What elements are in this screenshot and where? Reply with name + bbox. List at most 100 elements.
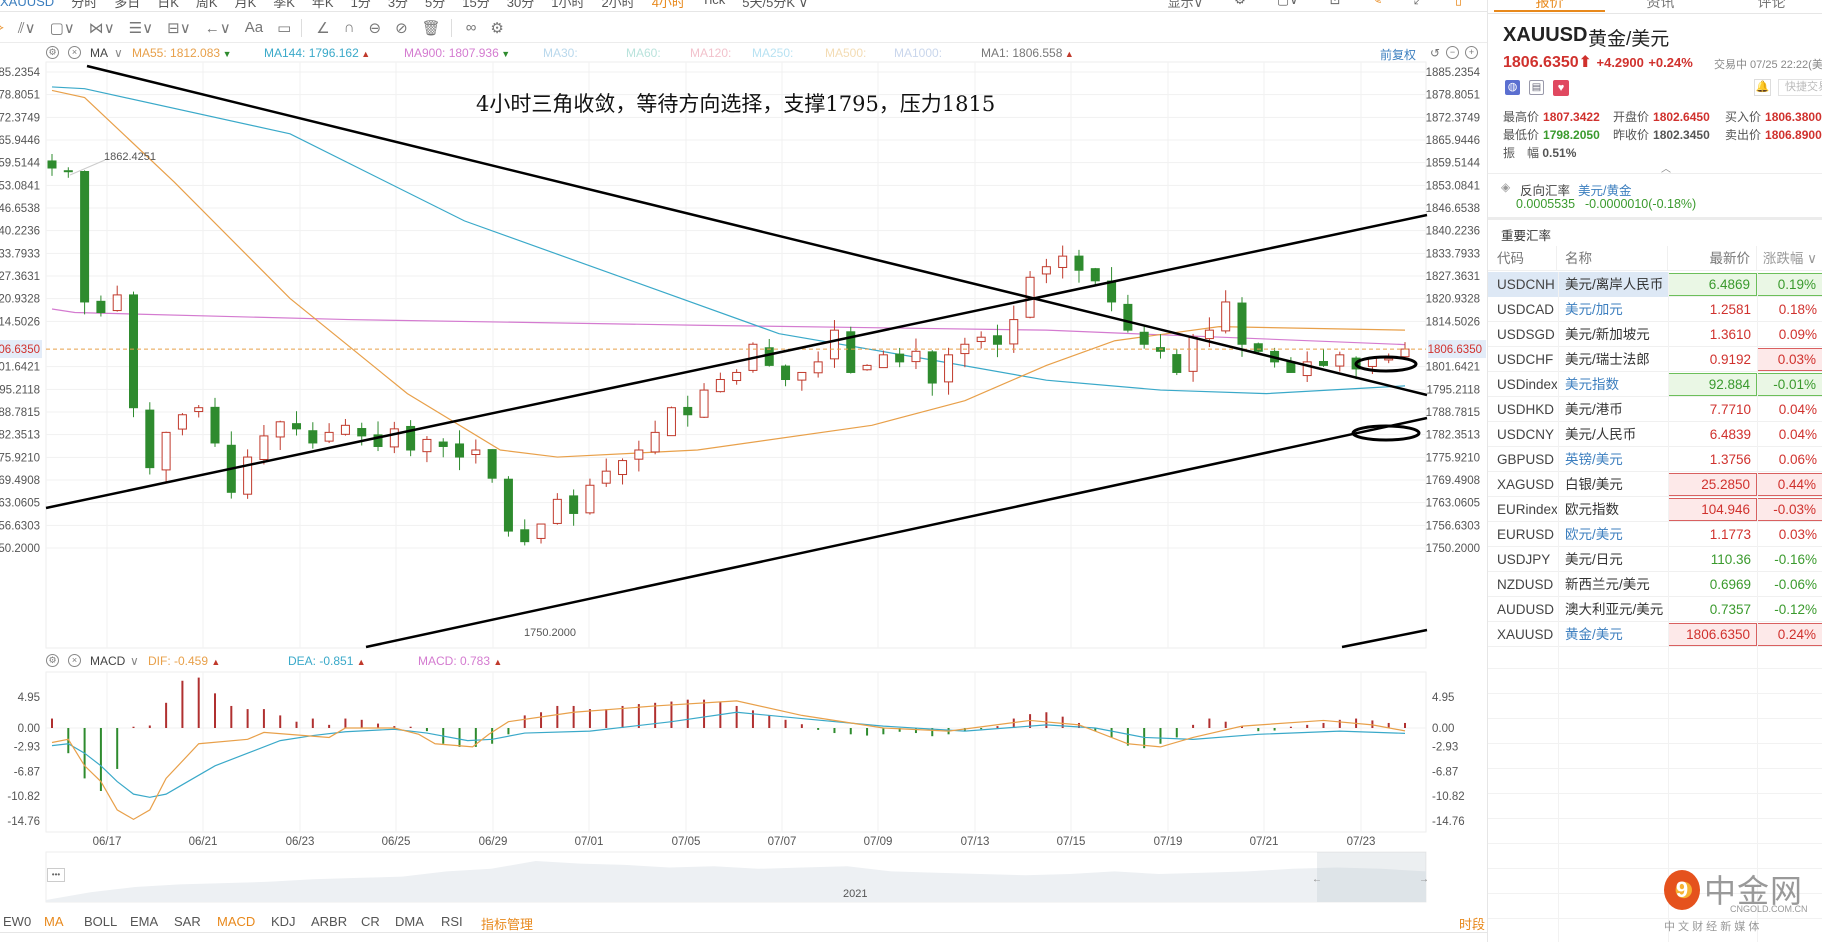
indicator-tab[interactable]: MACD (217, 914, 256, 929)
period-item[interactable]: 15分 (462, 0, 490, 10)
close-icon[interactable]: × (68, 654, 81, 667)
trendline-drawing[interactable] (365, 416, 1428, 649)
period-item[interactable]: 多日 (114, 0, 141, 10)
tab-comments[interactable]: 评论 (1757, 0, 1786, 10)
time-period-button[interactable]: 时段 (1459, 917, 1486, 932)
period-item[interactable]: Tick (702, 0, 725, 11)
trendline-drawing[interactable] (45, 213, 1428, 510)
column-header[interactable]: 名称 (1558, 246, 1668, 271)
table-row[interactable]: USDSGD 美元/新加坡元 1.3610 0.09% (1488, 322, 1822, 347)
settings-icon[interactable]: ⚙ (1234, 0, 1246, 11)
period-item[interactable]: 5分 (425, 0, 446, 10)
column-header[interactable]: 涨跌幅 ∨ (1762, 251, 1817, 266)
period-item[interactable]: 4小时 (651, 0, 685, 10)
indicator-name[interactable]: MACD (90, 654, 126, 668)
period-item[interactable]: 周K (195, 0, 218, 10)
text-tool-icon[interactable]: Aa (244, 19, 264, 36)
note-icon[interactable]: ▤ (1529, 80, 1544, 95)
navigator-right-handle-icon[interactable]: → (1419, 874, 1429, 885)
hide-icon[interactable]: ⊘ (395, 19, 408, 37)
indicator-tab[interactable]: SAR (174, 914, 201, 929)
globe-icon[interactable]: ◍ (1505, 80, 1520, 95)
measure-tool-icon[interactable]: ⊟∨ (167, 19, 191, 37)
table-row[interactable]: USDCHF 美元/瑞士法郎 0.9192 0.03% (1488, 347, 1822, 372)
table-row[interactable]: GBPUSD 英镑/美元 1.3756 0.06% (1488, 447, 1822, 472)
line-tool-icon[interactable]: ⫽∨ (17, 19, 36, 37)
rate-name[interactable]: 美元指数 (1565, 377, 1619, 392)
lock-icon[interactable]: ⊖ (368, 19, 382, 37)
tab-quote[interactable]: 报价 (1494, 0, 1605, 12)
gear-icon[interactable]: ⚙ (46, 654, 59, 667)
gear-icon[interactable]: ⚙ (46, 46, 59, 59)
fib-tool-icon[interactable]: ☰∨ (128, 19, 154, 37)
column-header[interactable]: 最新价 (1668, 246, 1757, 271)
collapse-chevron-icon[interactable]: ︿ (1661, 164, 1671, 175)
settings-icon[interactable]: ⚙ (490, 19, 504, 37)
favorite-heart-icon[interactable]: ♥ (1553, 80, 1569, 96)
delete-icon[interactable]: 🗑 (421, 19, 441, 37)
table-row[interactable]: USDindex 美元指数 92.884 -0.01% (1488, 372, 1822, 397)
table-row[interactable]: AUDUSD 澳大利亚元/美元 0.7357 -0.12% (1488, 597, 1822, 622)
symbol-label[interactable]: XAUUSD (0, 0, 55, 9)
period-item[interactable]: 3分 (387, 0, 409, 10)
period-item[interactable]: 日K (157, 0, 179, 10)
table-row[interactable]: USDCAD 美元/加元 1.2581 0.18% (1488, 297, 1822, 322)
alert-bell-icon[interactable]: 🔔 (1754, 79, 1771, 96)
draw-icon[interactable]: ✎ (1372, 0, 1383, 11)
magnet-icon[interactable]: ∩ (343, 19, 355, 36)
undo-icon[interactable]: ↺ (1430, 46, 1441, 60)
chevron-down-icon[interactable]: ∨ (130, 654, 139, 668)
column-header[interactable]: 代码 (1497, 246, 1557, 271)
period-item[interactable]: 5天/5分K ∨ (742, 0, 809, 10)
layout-icon[interactable]: ▢∨ (1277, 0, 1299, 11)
fullscreen-icon[interactable]: ⤢ (1413, 0, 1423, 11)
rate-name[interactable]: 美元/加元 (1565, 302, 1623, 317)
rate-name[interactable]: 黄金/美元 (1565, 627, 1623, 642)
period-item[interactable]: 2小时 (601, 0, 635, 10)
indicator-tab[interactable]: BOLL (84, 914, 118, 929)
table-row[interactable]: XAGUSD 白银/美元 25.2850 0.44% (1488, 472, 1822, 497)
indicator-tab[interactable]: RSI (441, 914, 463, 929)
indicator-tab[interactable]: CR (361, 914, 380, 929)
cursor-icon[interactable]: ⟡ (0, 19, 4, 36)
arrow-tool-icon[interactable]: ←∨ (204, 19, 231, 37)
reverse-pair-link[interactable]: 美元/黄金 (1578, 184, 1632, 198)
navigator-left-handle-icon[interactable]: ← (1312, 874, 1322, 885)
table-row[interactable]: USDJPY 美元/日元 110.36 -0.16% (1488, 547, 1822, 572)
navigator-more-button[interactable]: ••• (47, 868, 65, 882)
popout-icon[interactable]: ▯ (1455, 0, 1462, 11)
trendline-drawing[interactable] (1341, 628, 1428, 649)
ellipse-drawing[interactable] (1354, 355, 1418, 373)
period-item[interactable]: 季K (273, 0, 295, 10)
navigator-selection[interactable] (1317, 852, 1426, 902)
period-item[interactable]: 1分 (350, 0, 371, 10)
ellipse-drawing[interactable] (1351, 424, 1421, 442)
compare-icon[interactable]: ∞ (465, 19, 477, 36)
table-row[interactable]: EURUSD 欧元/美元 1.1773 0.03% (1488, 522, 1822, 547)
table-row[interactable]: USDCNH 美元/离岸人民币 6.4869 0.19% (1488, 272, 1822, 297)
zoom-in-icon[interactable]: + (1465, 46, 1478, 59)
period-item[interactable]: 月K (234, 0, 257, 10)
rate-name[interactable]: 欧元/美元 (1565, 527, 1623, 542)
quick-trade-input[interactable]: 快捷交易 (1778, 79, 1822, 96)
chevron-down-icon[interactable]: ∨ (114, 46, 123, 60)
indicator-tab[interactable]: 指标管理 (481, 917, 534, 932)
rect-tool-icon[interactable]: ▢∨ (49, 19, 75, 37)
period-item[interactable]: 分时 (71, 0, 98, 10)
indicator-tab[interactable]: MA (44, 914, 64, 929)
screenshot-icon[interactable]: ⊡ (1330, 0, 1341, 11)
table-row[interactable]: USDCNY 美元/人民币 6.4839 0.04% (1488, 422, 1822, 447)
zoom-out-icon[interactable]: − (1446, 46, 1459, 59)
period-item[interactable]: 30分 (506, 0, 535, 10)
table-row[interactable]: XAUUSD 黄金/美元 1806.6350 0.24% (1488, 622, 1822, 647)
indicator-tab[interactable]: DMA (395, 914, 424, 929)
chart-canvas[interactable]: 1885.2354 1885.2354 1878.8051 1878.8051 1872… (0, 0, 1487, 942)
note-tool-icon[interactable]: ▭ (277, 19, 292, 37)
display-dropdown[interactable]: 显示∨ (1167, 0, 1204, 10)
table-row[interactable]: NZDUSD 新西兰元/美元 0.6969 -0.06% (1488, 572, 1822, 597)
table-row[interactable]: USDHKD 美元/港币 7.7710 0.04% (1488, 397, 1822, 422)
table-row[interactable]: EURindex 欧元指数 104.946 -0.03% (1488, 497, 1822, 522)
indicator-tab[interactable]: ARBR (311, 914, 348, 929)
pattern-tool-icon[interactable]: ⋈∨ (88, 19, 115, 37)
tab-news[interactable]: 资讯 (1646, 0, 1675, 10)
